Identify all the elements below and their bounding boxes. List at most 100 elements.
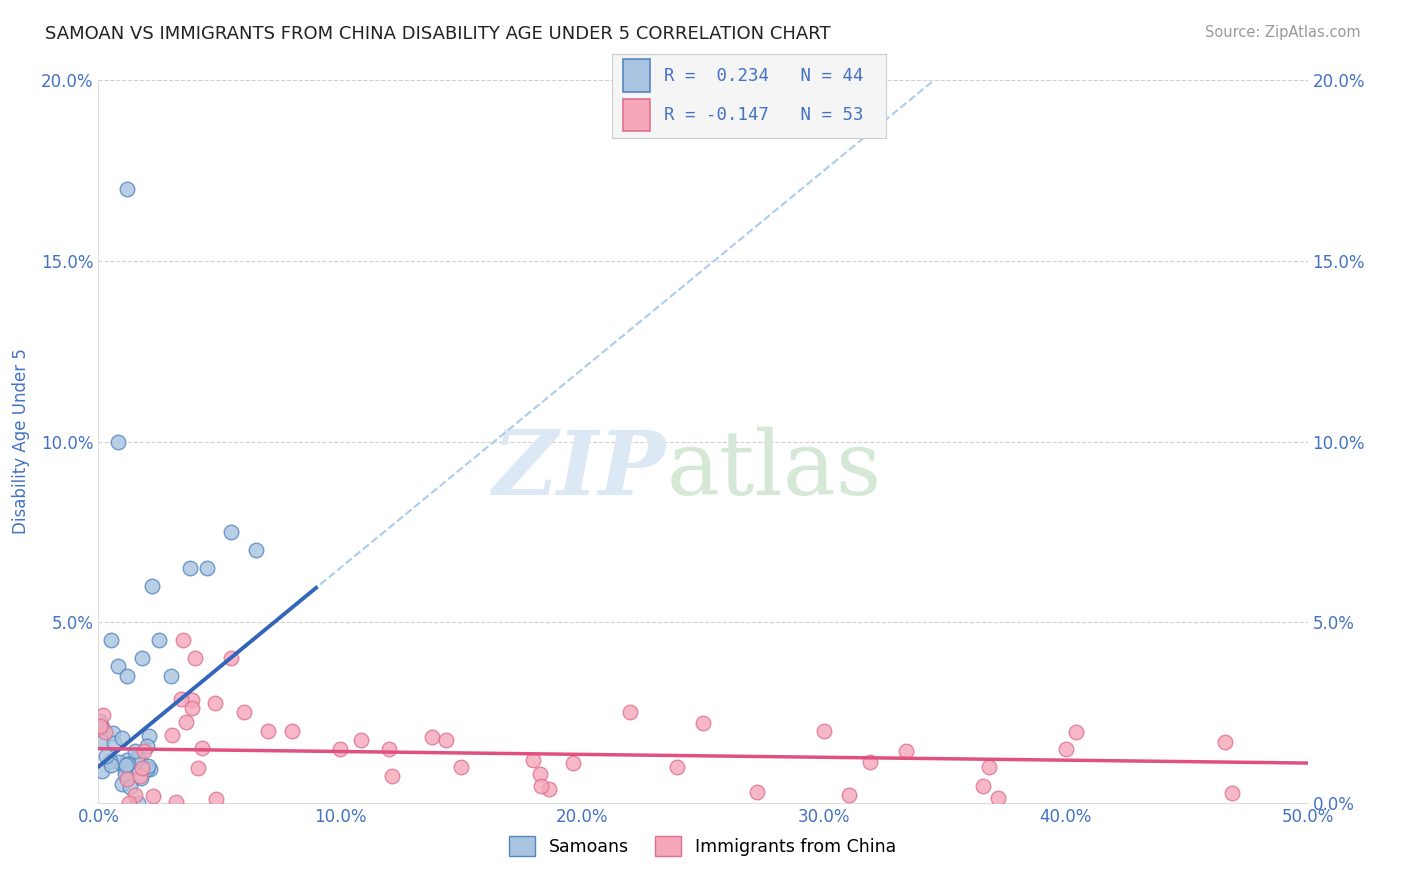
Point [204, 696, 226, 710]
Bar [623, 99, 650, 131]
Point [94, 748, 117, 763]
Point [111, 731, 134, 745]
Point [1066, 724, 1088, 739]
Point [135, 739, 157, 753]
Point [205, 792, 228, 806]
Point [169, 692, 191, 706]
Point [98, 755, 121, 769]
Point [118, 796, 141, 810]
Point [191, 740, 214, 755]
Point [530, 780, 553, 794]
Point [184, 651, 207, 665]
Point [115, 753, 138, 767]
Point [381, 769, 404, 783]
Point [181, 701, 204, 715]
Point [350, 732, 373, 747]
Point [232, 706, 254, 720]
Point [692, 716, 714, 731]
Point [127, 796, 149, 810]
Point [747, 785, 769, 799]
Point [120, 780, 142, 794]
Point [135, 763, 157, 777]
Point [142, 789, 165, 803]
Point [187, 761, 209, 775]
Point [100, 757, 122, 772]
Point [89, 714, 111, 728]
Point [987, 790, 1010, 805]
Point [124, 788, 146, 802]
Point [129, 771, 152, 785]
Point [101, 726, 124, 740]
Point [174, 714, 197, 729]
Point [139, 762, 162, 776]
Point [131, 761, 153, 775]
Point [859, 755, 882, 769]
Y-axis label: Disability Age Under 5: Disability Age Under 5 [11, 349, 30, 534]
Point [117, 669, 139, 683]
Point [245, 542, 267, 557]
Point [666, 760, 689, 774]
Point [977, 760, 1000, 774]
Point [329, 741, 352, 756]
Point [1213, 735, 1236, 749]
Point [114, 763, 136, 777]
Point [420, 730, 443, 744]
Point [894, 744, 917, 758]
Point [221, 524, 243, 539]
Point [90, 764, 112, 778]
Point [91, 707, 114, 722]
Point [129, 769, 152, 783]
Point [221, 651, 243, 665]
Point [256, 723, 278, 738]
Point [117, 182, 139, 196]
Point [107, 755, 129, 769]
Point [181, 693, 204, 707]
Point [125, 751, 148, 765]
Point [115, 772, 138, 787]
Point [91, 720, 114, 734]
Text: SAMOAN VS IMMIGRANTS FROM CHINA DISABILITY AGE UNDER 5 CORRELATION CHART: SAMOAN VS IMMIGRANTS FROM CHINA DISABILI… [45, 25, 831, 43]
Point [132, 744, 155, 758]
Point [89, 718, 111, 732]
Text: Source: ZipAtlas.com: Source: ZipAtlas.com [1205, 25, 1361, 40]
Point [148, 633, 170, 648]
Point [972, 779, 994, 793]
Text: ZIP: ZIP [494, 427, 666, 514]
Bar [623, 60, 650, 92]
Point [91, 735, 114, 749]
Point [160, 669, 183, 683]
Point [94, 724, 117, 739]
Point [1054, 741, 1077, 756]
Text: atlas: atlas [666, 426, 882, 514]
Point [195, 561, 218, 575]
Point [562, 756, 585, 770]
Point [165, 795, 187, 809]
Point [100, 633, 122, 648]
Point [117, 757, 139, 772]
Point [107, 434, 129, 449]
Point [129, 754, 152, 768]
Point [114, 767, 136, 781]
Legend: Samoans, Immigrants from China: Samoans, Immigrants from China [502, 829, 904, 863]
Point [838, 788, 860, 802]
Point [138, 729, 160, 743]
Point [141, 579, 163, 593]
Point [107, 658, 129, 673]
Point [813, 723, 835, 738]
Point [179, 561, 201, 575]
Text: R =  0.234   N = 44: R = 0.234 N = 44 [664, 67, 863, 85]
Point [115, 758, 138, 772]
Point [172, 633, 194, 648]
Point [160, 727, 183, 741]
Point [537, 782, 560, 797]
Point [529, 766, 551, 780]
Point [111, 777, 134, 791]
Point [450, 760, 472, 774]
Point [124, 744, 146, 758]
Text: R = -0.147   N = 53: R = -0.147 N = 53 [664, 106, 863, 124]
Point [434, 732, 457, 747]
Point [131, 651, 153, 665]
Point [522, 753, 544, 767]
Point [377, 741, 399, 756]
Point [136, 758, 159, 772]
